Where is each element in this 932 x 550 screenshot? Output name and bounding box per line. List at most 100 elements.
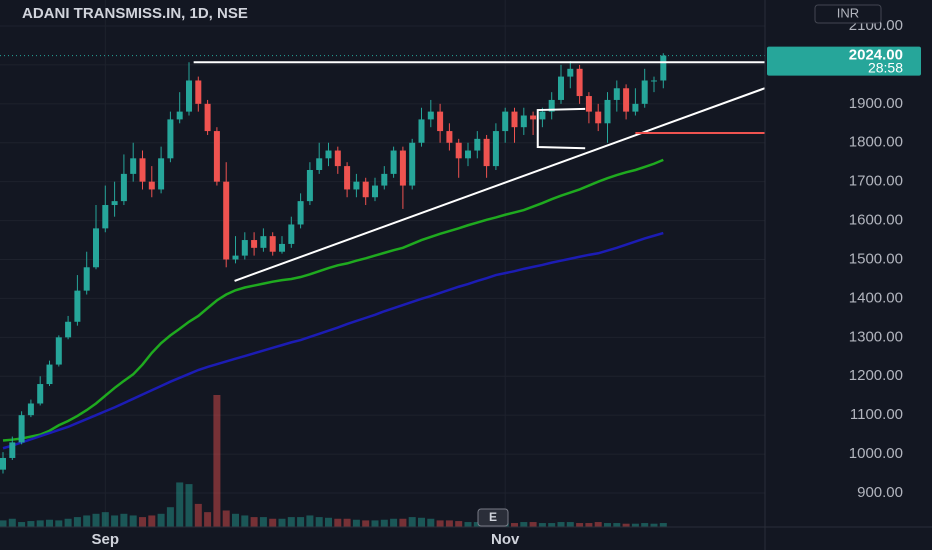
candle-body xyxy=(186,80,192,112)
volume-bar xyxy=(306,515,314,527)
y-tick-label: 1300.00 xyxy=(849,328,903,345)
candle-body xyxy=(520,115,527,128)
candle-body xyxy=(9,442,16,458)
candle-body xyxy=(362,181,369,198)
candle-body xyxy=(511,111,518,128)
candle-body xyxy=(251,240,258,248)
candle-body xyxy=(446,131,453,143)
y-tick-label: 1100.00 xyxy=(850,406,903,423)
candle-body xyxy=(344,166,351,190)
candle-body xyxy=(418,119,425,143)
candle-body xyxy=(65,321,72,338)
candle-body xyxy=(465,150,471,159)
volume-bar xyxy=(390,518,398,527)
volume-bar xyxy=(8,518,16,527)
candle-body xyxy=(111,201,118,206)
candle-body xyxy=(474,138,481,151)
candle-body xyxy=(651,80,657,82)
volume-bar xyxy=(399,518,407,527)
candle-body xyxy=(148,181,155,190)
last-price-box xyxy=(767,46,921,76)
y-tick-label: 1000.00 xyxy=(849,445,903,462)
candle-body xyxy=(260,236,267,248)
candle-body xyxy=(585,96,592,112)
candle-body xyxy=(195,80,202,104)
volume-bar xyxy=(259,517,267,527)
volume-bar xyxy=(297,517,305,527)
volume-bar xyxy=(334,518,342,527)
volume-bar xyxy=(204,512,212,527)
volume-bar xyxy=(222,510,230,527)
volume-bar xyxy=(241,515,249,527)
drawings xyxy=(0,55,765,282)
candle-body xyxy=(558,76,564,100)
volume-bar xyxy=(436,520,444,527)
candle-body xyxy=(83,267,90,291)
volume-bar xyxy=(111,515,119,527)
trend-drawing xyxy=(234,87,765,282)
candle-body xyxy=(372,185,378,198)
volume-bar xyxy=(232,513,239,527)
candle-body xyxy=(660,55,667,81)
volume-bar xyxy=(427,518,435,527)
volume-bar xyxy=(585,523,593,527)
volume-bar xyxy=(185,484,193,527)
candle-body xyxy=(297,201,304,225)
volume-bar xyxy=(287,517,295,527)
volume-bar xyxy=(604,523,611,527)
candle-body xyxy=(46,364,53,385)
volume-bar xyxy=(213,395,221,527)
candle-body xyxy=(55,337,62,365)
volume-bar xyxy=(371,520,379,527)
candle-body xyxy=(120,173,127,202)
candle-body xyxy=(641,80,648,104)
trend-drawing xyxy=(536,107,586,150)
candle-body xyxy=(130,158,137,174)
volume-bar xyxy=(473,522,481,527)
volume-bar xyxy=(445,520,453,527)
volume-bar xyxy=(269,518,277,527)
candle-body xyxy=(269,236,276,252)
candle-body xyxy=(325,150,332,159)
volume-bar xyxy=(27,521,35,527)
volume-bar xyxy=(325,517,332,527)
candle-body xyxy=(455,142,462,159)
candle-body xyxy=(93,228,99,268)
volume-bar xyxy=(73,517,81,527)
y-tick-label: 1700.00 xyxy=(849,173,903,190)
candle-body xyxy=(167,119,174,159)
volume-bar xyxy=(166,507,174,527)
volume-bar xyxy=(139,517,146,527)
candle-body xyxy=(567,68,574,77)
candle-body xyxy=(530,115,537,120)
volume-bar xyxy=(176,482,184,527)
volume-bar xyxy=(36,520,44,527)
volume-bar xyxy=(194,503,202,527)
candle-body xyxy=(334,150,341,167)
moving-average xyxy=(2,231,664,450)
candle-body xyxy=(176,111,183,120)
moving-average xyxy=(2,158,664,442)
volume-bar xyxy=(464,522,472,527)
candle-body xyxy=(483,138,490,167)
moving-averages xyxy=(2,158,664,450)
currency: INR xyxy=(837,5,859,20)
candle-body xyxy=(37,384,44,404)
candle-body xyxy=(409,142,416,186)
candle-body xyxy=(213,131,220,182)
volume-bar xyxy=(352,519,360,527)
candle-body xyxy=(232,255,239,260)
candle-body xyxy=(74,290,81,322)
chart-title: ADANI TRANSMISS.IN, 1D, NSE xyxy=(22,5,248,22)
candle-body xyxy=(0,457,6,470)
y-tick-label: 1600.00 xyxy=(849,212,903,229)
volume-bar xyxy=(520,522,528,527)
currency-box[interactable] xyxy=(814,4,882,24)
y-tick-label: 1900.00 xyxy=(849,95,903,112)
volume-bar xyxy=(278,518,286,527)
volume-bar xyxy=(380,519,388,527)
volume-bar xyxy=(83,515,91,527)
button[interactable] xyxy=(477,508,509,527)
